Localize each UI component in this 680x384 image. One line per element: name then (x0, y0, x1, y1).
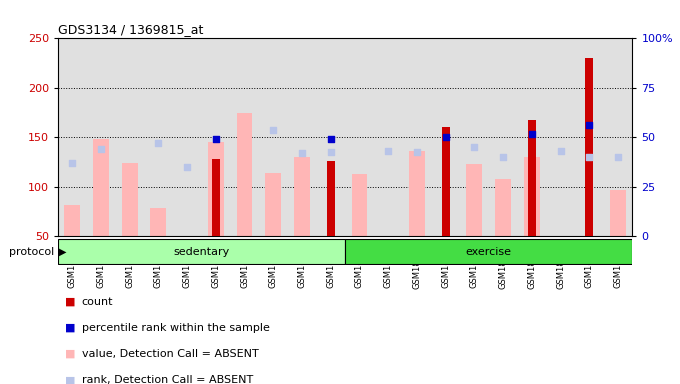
Text: ■: ■ (65, 349, 75, 359)
Bar (604, 38, 632, 236)
Bar (495, 179, 511, 236)
Bar (294, 157, 310, 236)
Text: ■: ■ (65, 375, 75, 384)
Bar (122, 163, 137, 236)
Point (296, 150, 307, 156)
Bar (441, 127, 449, 236)
Point (210, 136, 221, 142)
Bar (409, 151, 425, 236)
Point (153, 140, 164, 146)
Bar (230, 38, 259, 236)
Bar (352, 174, 367, 236)
Bar (58, 240, 345, 264)
Point (440, 134, 451, 140)
Bar (345, 240, 632, 264)
Bar (144, 38, 173, 236)
Text: ▶: ▶ (59, 247, 67, 257)
Bar (546, 38, 575, 236)
Text: ■: ■ (65, 323, 75, 333)
Text: exercise: exercise (466, 247, 512, 257)
Text: percentile rank within the sample: percentile rank within the sample (82, 323, 269, 333)
Bar (237, 113, 252, 236)
Bar (316, 38, 345, 236)
Bar (517, 38, 546, 236)
Bar (259, 38, 288, 236)
Bar (265, 173, 281, 236)
Point (469, 144, 480, 150)
Text: protocol: protocol (9, 247, 54, 257)
Text: rank, Detection Call = ABSENT: rank, Detection Call = ABSENT (82, 375, 253, 384)
Point (584, 122, 595, 129)
Bar (524, 157, 540, 236)
Point (325, 136, 336, 142)
Point (411, 149, 422, 155)
Bar (575, 38, 604, 236)
Point (584, 154, 595, 160)
Text: sedentary: sedentary (173, 247, 230, 257)
Bar (208, 142, 224, 236)
Bar (65, 205, 80, 236)
Point (182, 164, 192, 170)
Bar (528, 121, 536, 236)
Point (325, 149, 336, 155)
Bar (460, 38, 489, 236)
Bar (374, 38, 403, 236)
Point (498, 154, 509, 160)
Text: count: count (82, 297, 113, 307)
Bar (326, 161, 335, 236)
Point (555, 148, 566, 154)
Point (526, 131, 537, 137)
Bar (58, 38, 86, 236)
Bar (489, 38, 517, 236)
Text: ■: ■ (65, 297, 75, 307)
Bar (466, 164, 482, 236)
Bar (288, 38, 316, 236)
Bar (150, 209, 166, 236)
Bar (345, 38, 374, 236)
Point (95, 146, 106, 152)
Bar (201, 38, 231, 236)
Point (613, 154, 624, 160)
Bar (116, 38, 144, 236)
Point (383, 148, 394, 154)
Bar (431, 38, 460, 236)
Text: GDS3134 / 1369815_at: GDS3134 / 1369815_at (58, 23, 203, 36)
Bar (86, 38, 116, 236)
Bar (93, 139, 109, 236)
Bar (173, 38, 201, 236)
Text: value, Detection Call = ABSENT: value, Detection Call = ABSENT (82, 349, 258, 359)
Bar (585, 58, 594, 236)
Point (268, 127, 279, 133)
Point (67, 160, 78, 166)
Bar (403, 38, 431, 236)
Bar (211, 159, 220, 236)
Bar (610, 190, 626, 236)
